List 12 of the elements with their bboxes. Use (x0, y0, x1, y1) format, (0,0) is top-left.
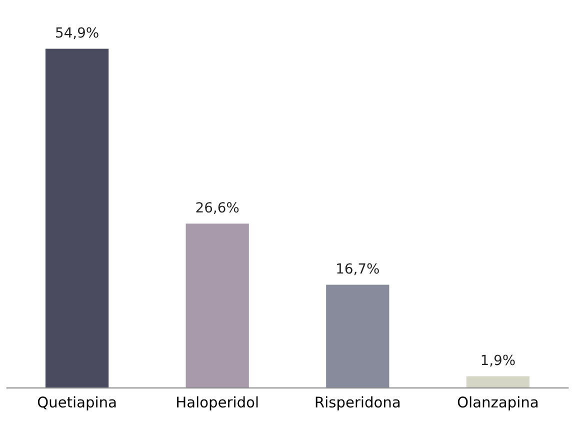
x-tick-label: Olanzapina (458, 396, 538, 410)
bar (186, 224, 249, 388)
data-label: 26,6% (196, 202, 239, 214)
x-tick-label: Haloperidol (177, 396, 258, 410)
data-label: 54,9% (56, 27, 98, 40)
data-label: 16,7% (337, 263, 379, 276)
bar (45, 48, 109, 388)
x-tick-label: Risperidona (316, 396, 400, 410)
bar (326, 284, 390, 388)
data-label: 1,9% (482, 354, 515, 367)
x-tick-label: Quetiapina (38, 396, 116, 410)
bar (466, 376, 530, 388)
